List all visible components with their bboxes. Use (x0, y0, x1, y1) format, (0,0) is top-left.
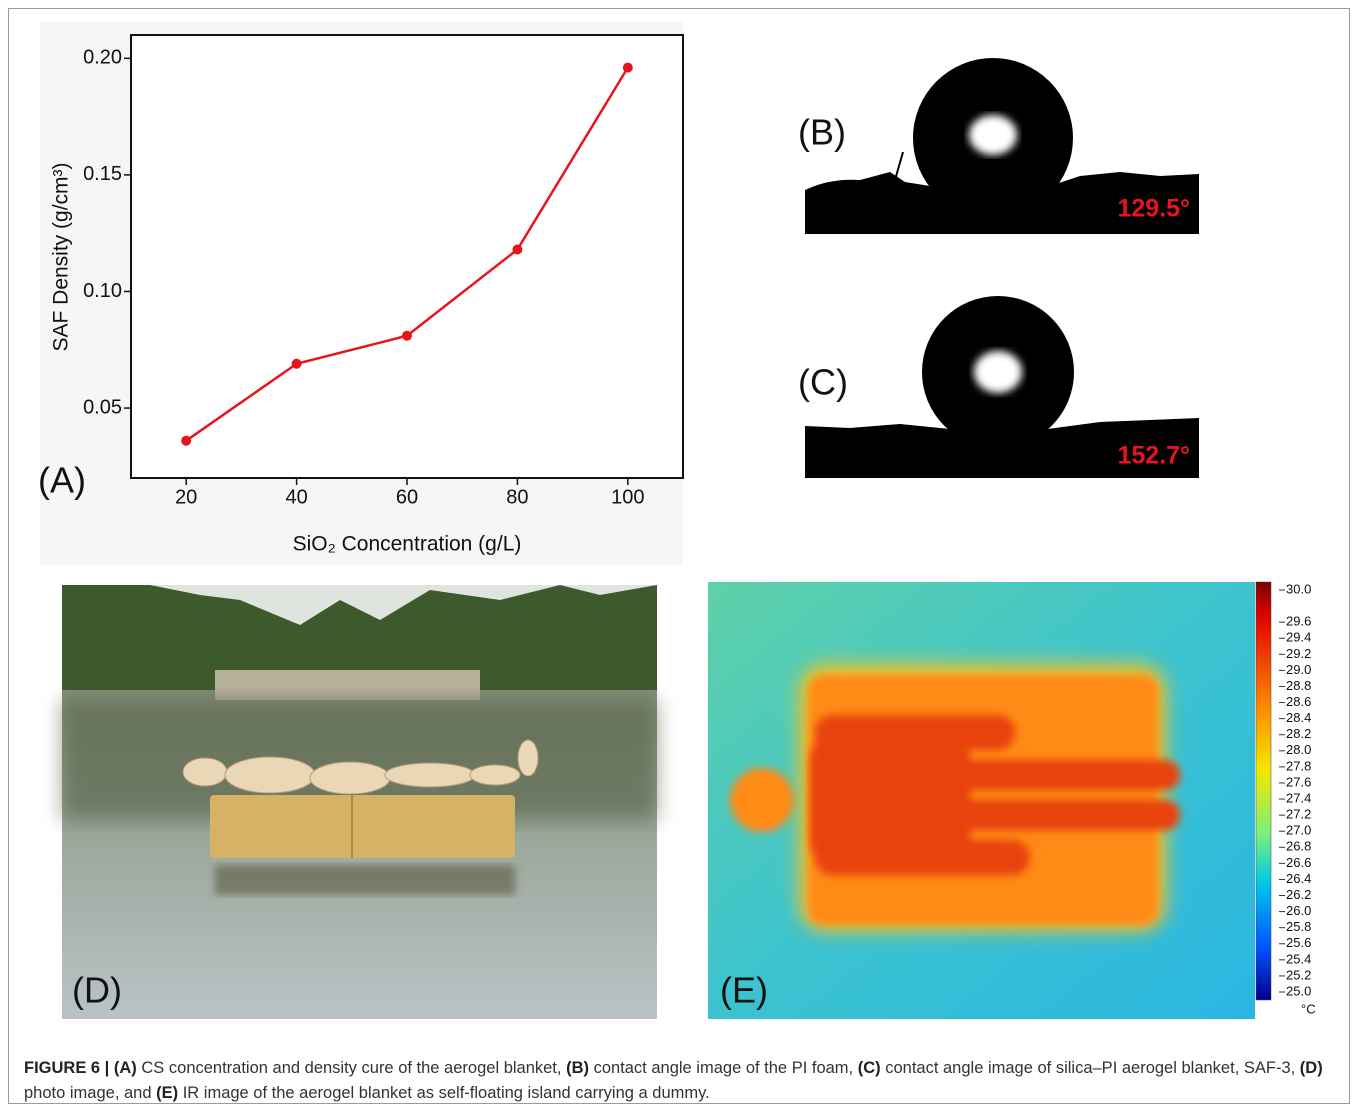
x-tick-label: 100 (611, 486, 644, 508)
colorbar-tick-label: 25.2 (1286, 967, 1311, 982)
x-tick-label: 20 (175, 486, 197, 508)
colorbar-tick-label: 26.2 (1286, 887, 1311, 902)
y-tick-label: 0.10 (83, 280, 122, 302)
contact-angle: 152.7° (1117, 442, 1190, 470)
caption-text: photo image, and (24, 1084, 156, 1102)
caption-text: (E) (156, 1084, 178, 1102)
y-tick-label: 0.05 (83, 396, 122, 418)
colorbar-tick-label: 28.0 (1286, 742, 1311, 757)
photo (62, 585, 657, 1019)
y-axis-label: SAF Density (g/cm³) (50, 162, 73, 351)
colorbar-tick-label: 28.8 (1286, 678, 1311, 693)
colorbar-tick-label: 28.4 (1286, 710, 1311, 725)
caption-text: contact angle image of silica–PI aerogel… (881, 1059, 1300, 1077)
figure-caption: FIGURE 6 | (A) CS concentration and dens… (24, 1056, 1324, 1106)
droplet-highlight (969, 115, 1017, 155)
colorbar-tick-label: 25.4 (1286, 951, 1311, 966)
colorbar-tick-label: 27.8 (1286, 758, 1311, 773)
panel-label: (B) (798, 112, 846, 153)
y-tick-label: 0.15 (83, 163, 122, 185)
panel-label: (A) (38, 460, 86, 501)
colorbar-tick-label: 29.2 (1286, 646, 1311, 661)
bank (215, 670, 480, 700)
colorbar-tick-label: 25.6 (1286, 935, 1311, 950)
colorbar-tick-label: 27.0 (1286, 823, 1311, 838)
caption-text: CS concentration and density cure of the… (137, 1059, 566, 1077)
colorbar-tick-label: 27.4 (1286, 790, 1311, 805)
colorbar-tick-label: 25.8 (1286, 919, 1311, 934)
colorbar-tick-label: 28.6 (1286, 694, 1311, 709)
droplet-highlight (974, 351, 1022, 393)
caption-text: (C) (858, 1059, 881, 1077)
colorbar-tick-label: 25.0 (1286, 983, 1311, 998)
caption-text: contact angle image of the PI foam, (589, 1059, 858, 1077)
page: (A) SiO₂ Concentration (g/L) SAF Density… (0, 0, 1358, 1109)
colorbar-tick-label: 29.0 (1286, 662, 1311, 677)
colorbar-tick-label: 26.4 (1286, 871, 1311, 886)
plot-frame (131, 35, 683, 478)
block-reflection (215, 865, 515, 895)
x-tick-label: 40 (285, 486, 307, 508)
ir-image (708, 582, 1255, 1019)
caption-text: IR image of the aerogel blanket as self-… (178, 1084, 710, 1102)
colorbar (1256, 582, 1271, 1000)
colorbar-tick-label: 26.8 (1286, 839, 1311, 854)
caption-text: FIGURE 6 | (A) (24, 1059, 137, 1077)
data-point (181, 436, 191, 446)
data-point (402, 331, 412, 341)
colorbar-tick-label: 29.6 (1286, 614, 1311, 629)
data-point (512, 245, 522, 255)
colorbar-tick-label: 28.2 (1286, 726, 1311, 741)
colorbar-unit: °C (1301, 1001, 1316, 1016)
panel-label: (D) (72, 970, 122, 1011)
colorbar-tick-label: 30.0 (1286, 581, 1311, 596)
caption-text: (D) (1300, 1059, 1323, 1077)
x-tick-label: 80 (506, 486, 528, 508)
x-tick-label: 60 (396, 486, 418, 508)
figure: (A) SiO₂ Concentration (g/L) SAF Density… (0, 0, 1358, 1109)
data-point (292, 359, 302, 369)
panel-label: (E) (720, 970, 768, 1011)
caption-text: (B) (566, 1059, 589, 1077)
colorbar-tick-label: 27.2 (1286, 807, 1311, 822)
colorbar-tick-label: 29.4 (1286, 630, 1311, 645)
y-tick-label: 0.20 (83, 47, 122, 69)
x-axis-label: SiO₂ Concentration (g/L) (293, 533, 522, 556)
foam-block (210, 795, 515, 858)
colorbar-tick-label: 26.6 (1286, 855, 1311, 870)
panel-label: (C) (798, 362, 848, 403)
colorbar-tick-label: 27.6 (1286, 774, 1311, 789)
data-point (623, 63, 633, 73)
contact-angle: 129.5° (1117, 195, 1190, 223)
colorbar-tick-label: 26.0 (1286, 903, 1311, 918)
